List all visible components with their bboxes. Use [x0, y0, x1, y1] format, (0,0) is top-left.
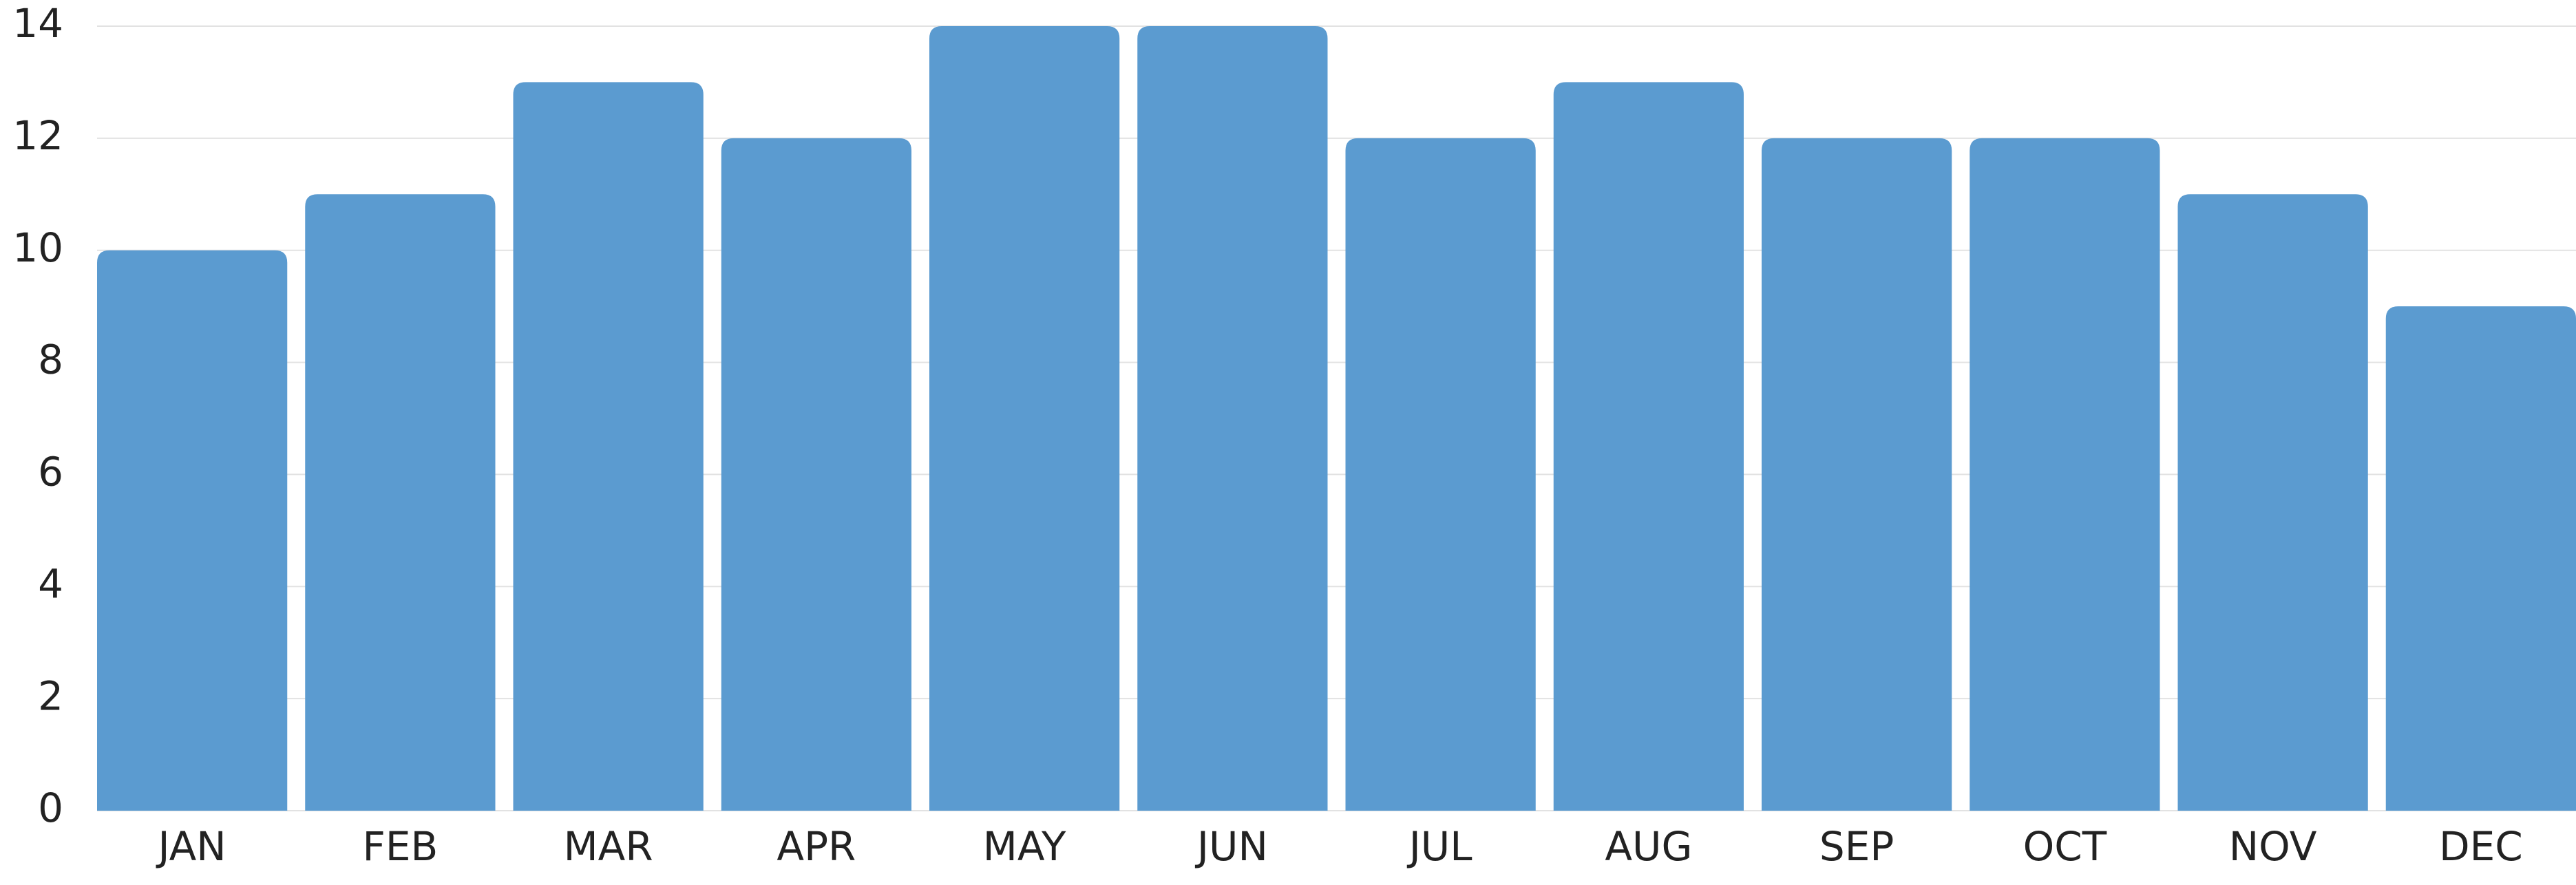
x-tick-label: NOV [2229, 823, 2317, 870]
x-tick-label: FEB [362, 823, 438, 870]
bar [2385, 306, 2576, 811]
bar [1137, 26, 1328, 811]
bar [1553, 82, 1744, 811]
x-tick-label: JUL [1407, 823, 1472, 870]
x-tick-label: JAN [156, 823, 226, 870]
x-tick-label: AUG [1605, 823, 1692, 870]
y-tick-label: 10 [12, 224, 63, 271]
y-tick-label: 0 [38, 785, 63, 831]
x-tick-label: APR [777, 823, 856, 870]
x-tick-label: OCT [2023, 823, 2107, 870]
bar [305, 194, 496, 811]
bar [929, 26, 1120, 811]
y-tick-label: 6 [38, 449, 63, 495]
x-tick-label: MAR [564, 823, 653, 870]
bar [721, 138, 911, 811]
y-tick-label: 2 [38, 672, 63, 719]
bar [1762, 138, 1952, 811]
x-tick-label: DEC [2439, 823, 2523, 870]
y-tick-label: 14 [12, 0, 63, 47]
bar [1970, 138, 2160, 811]
bar [1345, 138, 1536, 811]
bar [97, 250, 288, 811]
y-tick-label: 12 [12, 112, 63, 159]
bar [513, 82, 704, 811]
x-tick-label: SEP [1819, 823, 1894, 870]
bar [2177, 194, 2368, 811]
y-tick-label: 4 [38, 560, 63, 607]
y-tick-label: 8 [38, 337, 63, 383]
x-tick-label: MAY [983, 823, 1066, 870]
x-tick-label: JUN [1195, 823, 1268, 870]
